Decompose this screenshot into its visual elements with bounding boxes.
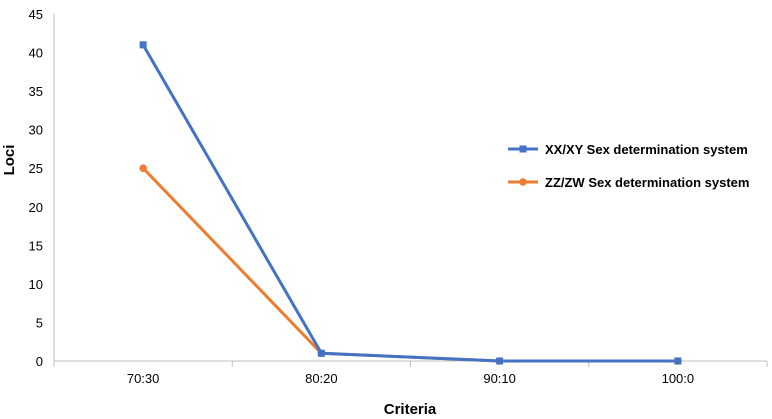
y-tick-labels: 0 5 10 15 20 25 30 35 40 45 (29, 7, 43, 369)
legend-item: ZZ/ZW Sex determination system (508, 175, 749, 190)
series-1-point (674, 357, 682, 365)
y-tick-label: 20 (29, 200, 43, 215)
legend-label: XX/XY Sex determination system (545, 142, 748, 157)
legend-item: XX/XY Sex determination system (508, 142, 748, 157)
legend-label: ZZ/ZW Sex determination system (545, 175, 749, 190)
y-tick-label: 40 (29, 46, 43, 61)
x-tick-label: 90:10 (483, 371, 516, 386)
y-tick-label: 0 (36, 354, 43, 369)
series-line-1 (141, 44, 678, 363)
x-tick-label: 70:30 (127, 371, 160, 386)
y-tick-label: 25 (29, 161, 43, 176)
series-2-point (139, 164, 147, 173)
series-1-point (496, 357, 504, 365)
series-line-2 (142, 167, 678, 363)
x-axis-title: Criteria (384, 401, 437, 418)
y-tick-label: 5 (36, 315, 43, 330)
y-tick-label: 15 (29, 238, 43, 253)
y-tick-label: 30 (29, 123, 43, 138)
legend-swatch-marker (519, 145, 527, 153)
series-1-point (317, 349, 325, 357)
y-tick-label: 45 (29, 7, 43, 22)
y-tick-label: 10 (29, 277, 43, 292)
series-markers (139, 41, 682, 365)
y-axis-title: Loci (1, 145, 18, 176)
y-tick-label: 35 (29, 84, 43, 99)
legend-swatch-marker (519, 178, 527, 186)
legend: XX/XY Sex determination system ZZ/ZW Sex … (508, 142, 749, 190)
series-1-point (139, 41, 147, 49)
x-tick-labels: 70:30 80:20 90:10 100:0 (53, 361, 768, 386)
x-tick-label: 100:0 (662, 371, 695, 386)
x-tick-label: 80:20 (305, 371, 338, 386)
series-lines (141, 44, 678, 363)
